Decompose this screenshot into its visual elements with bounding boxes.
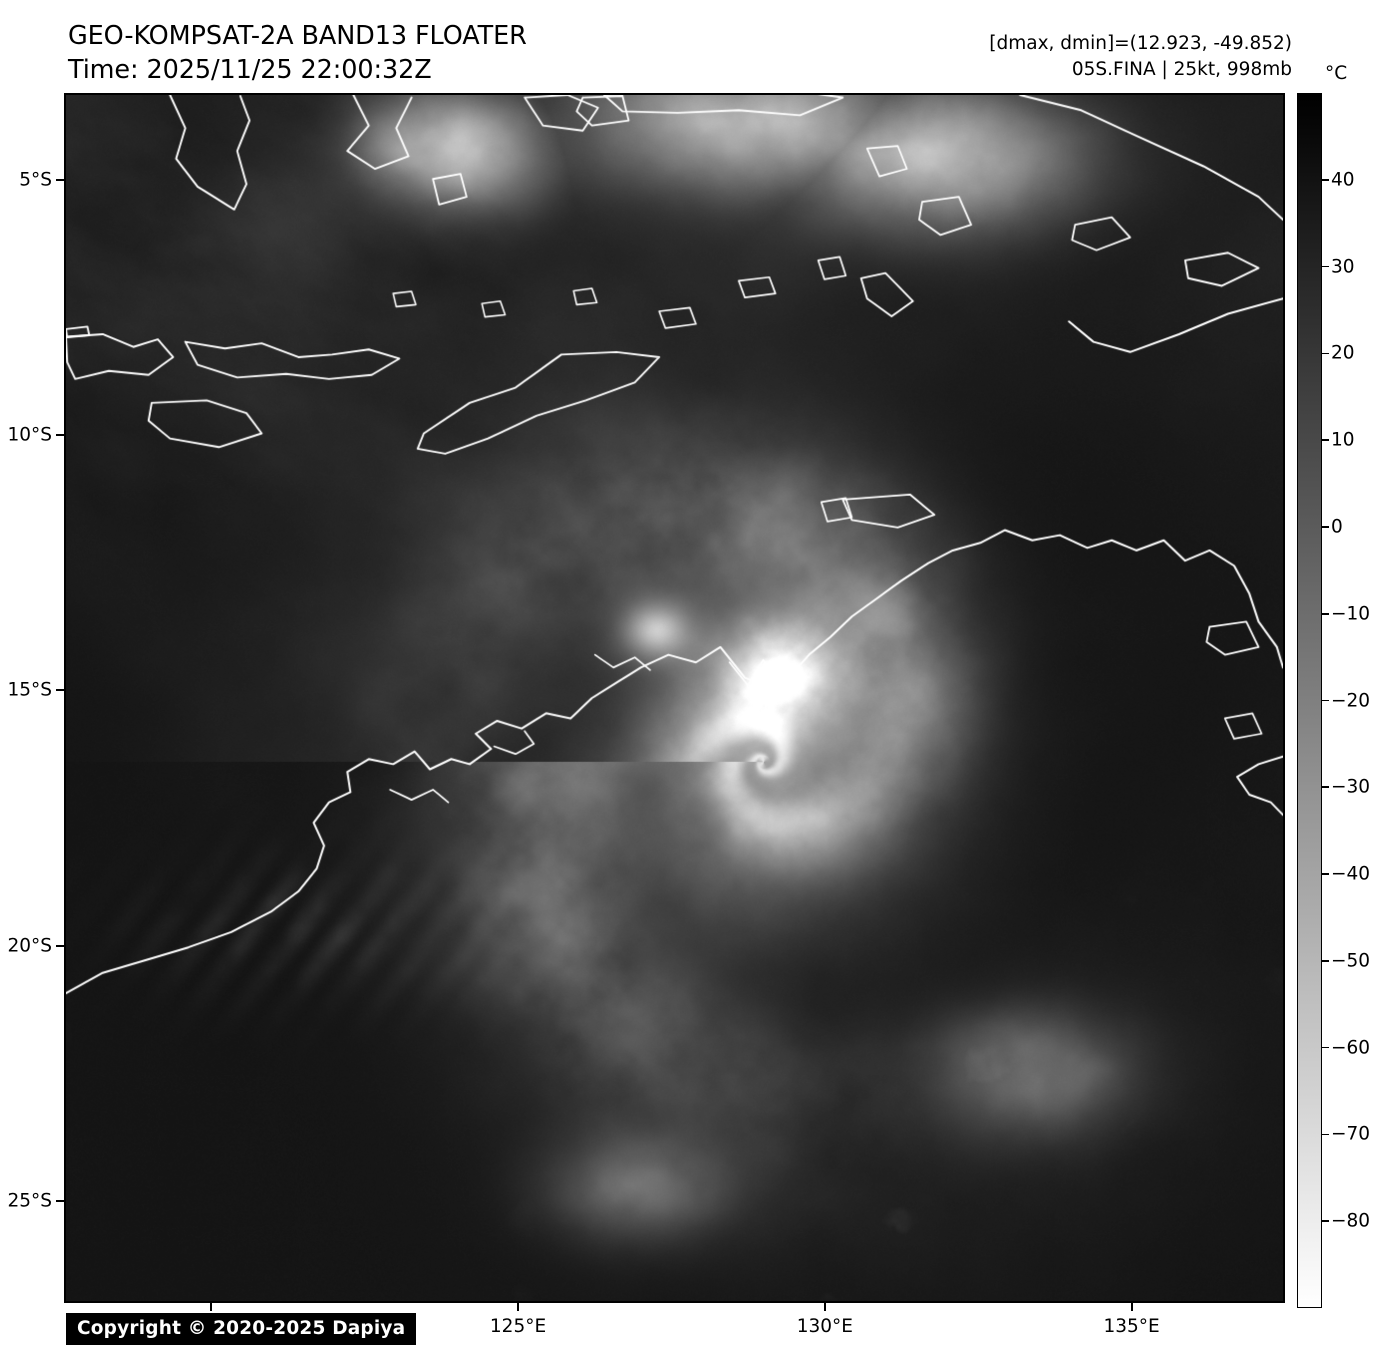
satellite-imagery-canvas (66, 95, 1283, 1301)
colorbar-tick-label: 10 (1331, 429, 1355, 451)
colorbar-tick-mark (1322, 786, 1329, 789)
colorbar-tick-mark (1322, 1220, 1329, 1222)
y-tick-mark (56, 178, 64, 181)
x-tick-label: 130°E (796, 1316, 853, 1337)
data-range-annotation: [dmax, dmin]=(12.923, -49.852) (989, 33, 1292, 54)
colorbar-tick-label: 0 (1331, 516, 1343, 538)
copyright-watermark: Copyright © 2020-2025 Dapiya (66, 1313, 417, 1345)
y-tick-mark (56, 1199, 64, 1202)
y-tick-label: 25°S (7, 1190, 52, 1212)
y-tick-label: 5°S (19, 169, 52, 191)
colorbar-gradient (1297, 93, 1322, 1308)
colorbar-tick-mark (1322, 352, 1329, 355)
colorbar-tick-label: −50 (1331, 950, 1371, 972)
colorbar-tick-label: −40 (1331, 863, 1371, 885)
header-meta-block: [dmax, dmin]=(12.923, -49.852) 05S.FINA … (989, 31, 1292, 82)
colorbar-tick-label: −70 (1331, 1123, 1371, 1145)
x-tick-label: 125°E (489, 1316, 547, 1337)
colorbar-tick-mark (1322, 265, 1329, 268)
colorbar-unit-label: °C (1325, 63, 1348, 84)
y-tick-label: 20°S (7, 935, 52, 957)
colorbar-tick-mark (1322, 960, 1329, 962)
colorbar-tick-mark (1322, 612, 1329, 615)
satellite-image-plot (64, 93, 1285, 1303)
colorbar-tick-mark (1322, 439, 1329, 441)
y-tick-label: 15°S (7, 679, 52, 701)
y-tick-mark (56, 689, 64, 692)
colorbar-tick-mark (1322, 1046, 1329, 1049)
colorbar-tick-label: 20 (1331, 342, 1355, 364)
colorbar-tick-mark (1322, 699, 1329, 702)
colorbar-tick-label: −60 (1331, 1037, 1371, 1059)
page-title: GEO-KOMPSAT-2A BAND13 FLOATER (68, 21, 527, 51)
colorbar-tick-label: −30 (1331, 776, 1371, 798)
y-tick-label: 10°S (7, 424, 52, 446)
colorbar-tick-mark (1322, 1133, 1329, 1136)
colorbar-tick-mark (1322, 178, 1329, 181)
colorbar-tick-label: −80 (1331, 1210, 1371, 1232)
colorbar-tick-label: −10 (1331, 603, 1371, 625)
x-tick-mark (210, 1303, 213, 1311)
x-tick-label: 135°E (1103, 1316, 1160, 1337)
colorbar-tick-mark (1322, 873, 1329, 875)
x-tick-mark (1130, 1303, 1133, 1311)
colorbar-tick-mark (1322, 526, 1329, 528)
colorbar-tick-label: 30 (1331, 256, 1355, 278)
y-tick-mark (56, 944, 64, 947)
colorbar-tick-label: 40 (1331, 169, 1355, 191)
header-title-block: GEO-KOMPSAT-2A BAND13 FLOATER Time: 2025… (68, 20, 527, 87)
x-tick-mark (517, 1303, 520, 1311)
y-tick-mark (56, 434, 64, 437)
storm-info-annotation: 05S.FINA | 25kt, 998mb (1071, 58, 1292, 80)
x-tick-mark (823, 1303, 826, 1311)
colorbar-tick-label: −20 (1331, 690, 1371, 711)
timestamp-line: Time: 2025/11/25 22:00:32Z (68, 54, 432, 85)
